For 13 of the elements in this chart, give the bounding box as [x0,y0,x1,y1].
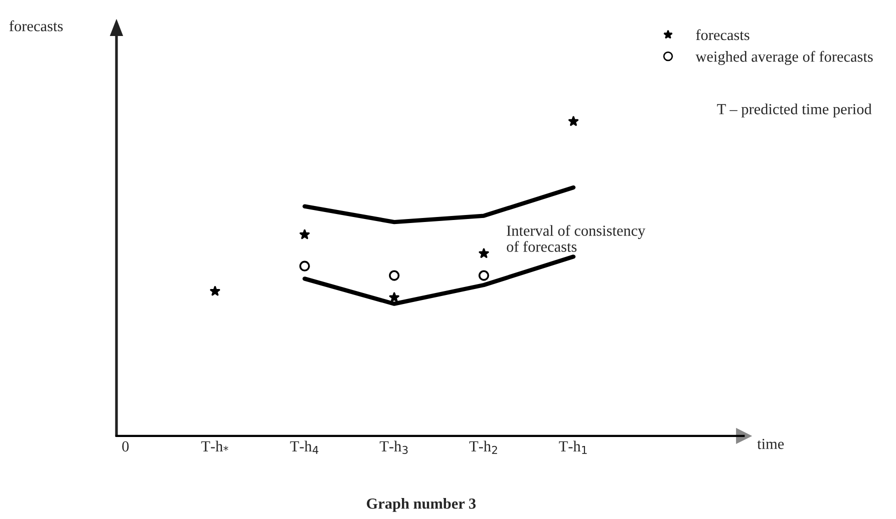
legend-label: weighed average of forecasts [696,50,873,65]
x-tick-label: T-h$_{3}$ [380,440,408,454]
x-tick-label: T-h$_{4}$ [290,440,318,454]
x-tick-label: T-h$_{1}$ [558,440,587,454]
text: forecasts [9,20,63,32]
text: time [757,438,784,450]
x-tick-label: T-h$_{*}$ [201,440,228,452]
legend-label: forecasts [696,29,750,40]
annotation: Interval of consistency of forecasts [506,224,646,252]
x-tick-label: T-h$_{2}$ [469,440,498,454]
text: Graph number 3 [366,498,476,512]
x-tick-label: 0 [122,441,129,452]
text: T – predicted time period [717,104,872,118]
